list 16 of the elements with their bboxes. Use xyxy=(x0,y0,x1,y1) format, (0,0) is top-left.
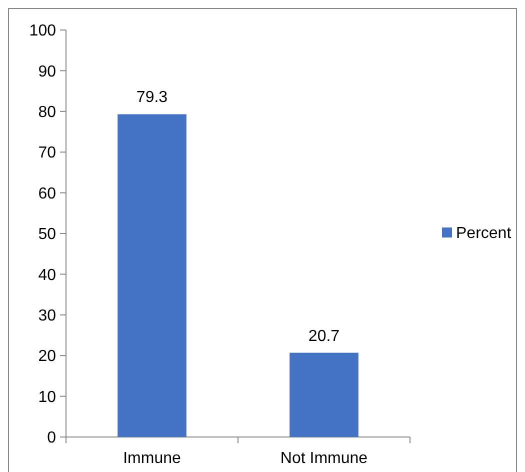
y-tick-label: 60 xyxy=(38,185,56,202)
y-tick-label: 10 xyxy=(38,388,56,406)
y-tick-label: 20 xyxy=(38,348,56,366)
data-label: 79.3 xyxy=(136,89,168,106)
data-label: 20.7 xyxy=(308,328,340,345)
y-tick-label: 50 xyxy=(38,226,56,244)
y-tick-label: 90 xyxy=(38,63,56,80)
y-tick-label: 70 xyxy=(38,144,56,162)
y-tick-label: 30 xyxy=(38,308,56,324)
legend-label: Percent xyxy=(456,225,512,242)
x-tick-label: Not Immune xyxy=(280,450,368,467)
y-tick-label: 80 xyxy=(38,104,56,121)
x-tick-label: Immune xyxy=(123,450,181,467)
y-tick-label: 40 xyxy=(38,266,56,284)
y-tick-label: 100 xyxy=(29,22,56,40)
y-tick-label: 0 xyxy=(47,430,56,447)
